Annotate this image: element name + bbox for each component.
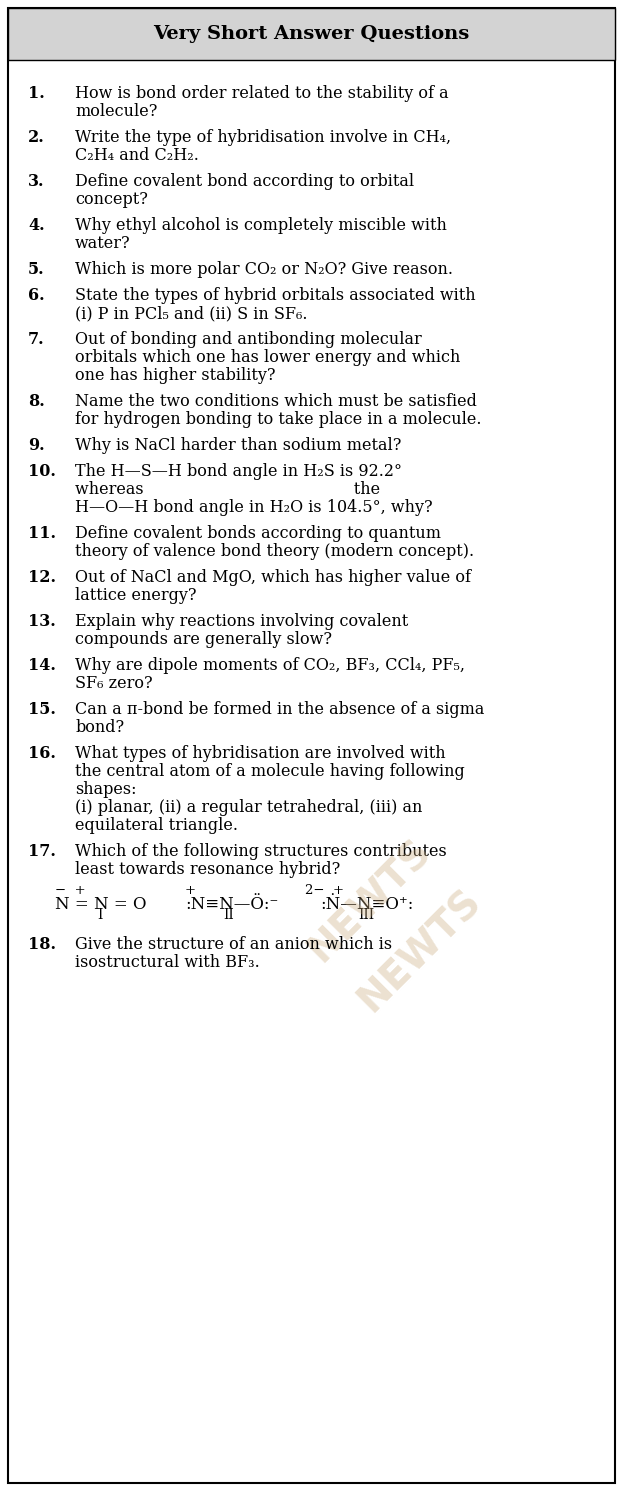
Text: lattice energy?: lattice energy? xyxy=(75,587,196,604)
Text: What types of hybridisation are involved with: What types of hybridisation are involved… xyxy=(75,746,445,762)
Text: 15.: 15. xyxy=(28,701,56,719)
Text: Can a π-bond be formed in the absence of a sigma: Can a π-bond be formed in the absence of… xyxy=(75,701,484,719)
Text: 2.: 2. xyxy=(28,130,45,146)
Text: whereas                                         the: whereas the xyxy=(75,482,380,498)
Text: 4.: 4. xyxy=(28,218,45,234)
Text: Give the structure of an anion which is: Give the structure of an anion which is xyxy=(75,936,392,953)
Text: theory of valence bond theory (modern concept).: theory of valence bond theory (modern co… xyxy=(75,543,474,561)
Text: the central atom of a molecule having following: the central atom of a molecule having fo… xyxy=(75,763,465,780)
Text: NEWTS: NEWTS xyxy=(301,830,439,969)
Text: C₂H₄ and C₂H₂.: C₂H₄ and C₂H₂. xyxy=(75,148,199,164)
Text: for hydrogen bonding to take place in a molecule.: for hydrogen bonding to take place in a … xyxy=(75,412,482,428)
Text: 6.: 6. xyxy=(28,286,45,304)
Text: (i) planar, (ii) a regular tetrahedral, (iii) an: (i) planar, (ii) a regular tetrahedral, … xyxy=(75,799,422,816)
Text: 18.: 18. xyxy=(28,936,56,953)
Text: Which is more polar CO₂ or N₂O? Give reason.: Which is more polar CO₂ or N₂O? Give rea… xyxy=(75,261,453,277)
Text: 1.: 1. xyxy=(28,85,45,101)
Text: 12.: 12. xyxy=(28,570,56,586)
Text: compounds are generally slow?: compounds are generally slow? xyxy=(75,631,332,649)
Text: molecule?: molecule? xyxy=(75,103,158,119)
Text: Out of bonding and antibonding molecular: Out of bonding and antibonding molecular xyxy=(75,331,422,347)
Text: Write the type of hybridisation involve in CH₄,: Write the type of hybridisation involve … xyxy=(75,130,451,146)
Text: How is bond order related to the stability of a: How is bond order related to the stabili… xyxy=(75,85,449,101)
Text: Out of NaCl and MgO, which has higher value of: Out of NaCl and MgO, which has higher va… xyxy=(75,570,471,586)
Text: 13.: 13. xyxy=(28,613,55,631)
Bar xyxy=(8,7,615,60)
Text: The H—S—H bond angle in H₂S is 92.2°: The H—S—H bond angle in H₂S is 92.2° xyxy=(75,464,402,480)
Text: Explain why reactions involving covalent: Explain why reactions involving covalent xyxy=(75,613,408,631)
Text: bond?: bond? xyxy=(75,719,124,737)
Text: NEWTS: NEWTS xyxy=(351,881,489,1018)
Text: :N≡N—Ö:⁻: :N≡N—Ö:⁻ xyxy=(185,896,278,912)
Text: II: II xyxy=(223,908,234,921)
Text: Which of the following structures contributes: Which of the following structures contri… xyxy=(75,842,447,860)
Text: concept?: concept? xyxy=(75,191,148,209)
Text: 10.: 10. xyxy=(28,464,56,480)
Text: :Ṅ—N≡O⁺:: :Ṅ—N≡O⁺: xyxy=(320,896,414,912)
Text: least towards resonance hybrid?: least towards resonance hybrid? xyxy=(75,860,340,878)
Text: water?: water? xyxy=(75,236,131,252)
Text: Define covalent bond according to orbital: Define covalent bond according to orbita… xyxy=(75,173,414,189)
Text: 3.: 3. xyxy=(28,173,44,189)
Text: Define covalent bonds according to quantum: Define covalent bonds according to quant… xyxy=(75,525,441,543)
Text: one has higher stability?: one has higher stability? xyxy=(75,367,275,385)
Text: III: III xyxy=(358,908,374,921)
Text: orbitals which one has lower energy and which: orbitals which one has lower energy and … xyxy=(75,349,460,365)
Text: isostructural with BF₃.: isostructural with BF₃. xyxy=(75,954,260,971)
Text: (i) P in PCl₅ and (ii) S in SF₆.: (i) P in PCl₅ and (ii) S in SF₆. xyxy=(75,306,308,322)
Text: 7.: 7. xyxy=(28,331,45,347)
Text: equilateral triangle.: equilateral triangle. xyxy=(75,817,238,833)
Text: 8.: 8. xyxy=(28,394,45,410)
Text: N = N = O: N = N = O xyxy=(55,896,146,912)
Text: SF₆ zero?: SF₆ zero? xyxy=(75,675,153,692)
Text: I: I xyxy=(97,908,102,921)
Text: Why is NaCl harder than sodium metal?: Why is NaCl harder than sodium metal? xyxy=(75,437,401,453)
Text: 16.: 16. xyxy=(28,746,56,762)
Text: Name the two conditions which must be satisfied: Name the two conditions which must be sa… xyxy=(75,394,477,410)
Text: −  +: − + xyxy=(55,884,85,898)
Text: 11.: 11. xyxy=(28,525,56,543)
Text: Very Short Answer Questions: Very Short Answer Questions xyxy=(153,25,469,43)
Text: 2−  +: 2− + xyxy=(305,884,344,898)
Text: 17.: 17. xyxy=(28,842,56,860)
Text: State the types of hybrid orbitals associated with: State the types of hybrid orbitals assoc… xyxy=(75,286,475,304)
FancyBboxPatch shape xyxy=(8,7,615,1484)
Text: Why are dipole moments of CO₂, BF₃, CCl₄, PF₅,: Why are dipole moments of CO₂, BF₃, CCl₄… xyxy=(75,658,465,674)
Text: +: + xyxy=(185,884,196,898)
Text: 5.: 5. xyxy=(28,261,45,277)
Text: Why ethyl alcohol is completely miscible with: Why ethyl alcohol is completely miscible… xyxy=(75,218,447,234)
Text: shapes:: shapes: xyxy=(75,781,136,798)
Text: 9.: 9. xyxy=(28,437,45,453)
Text: 14.: 14. xyxy=(28,658,56,674)
Text: H—O—H bond angle in H₂O is 104.5°, why?: H—O—H bond angle in H₂O is 104.5°, why? xyxy=(75,499,432,516)
